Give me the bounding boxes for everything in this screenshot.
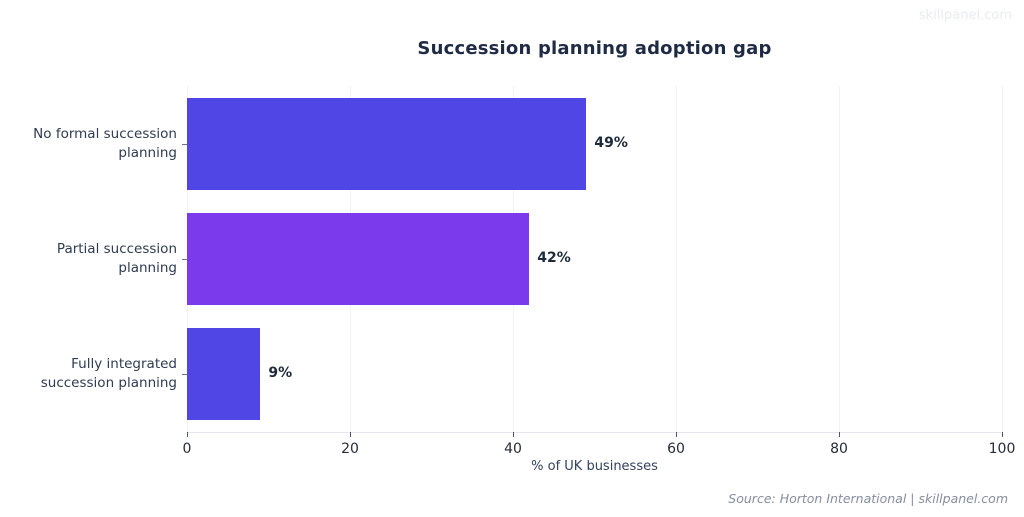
- chart-title: Succession planning adoption gap: [417, 38, 772, 59]
- x-tick-label: 60: [667, 441, 685, 457]
- bar: [187, 213, 530, 305]
- category-label: Partial succession planning: [56, 241, 177, 276]
- x-tick-mark: [1002, 432, 1003, 437]
- y-tick-mark: [182, 374, 187, 376]
- x-tick-mark: [513, 432, 514, 437]
- value-label: 9%: [268, 365, 293, 382]
- source-note: Source: Horton International | skillpane…: [728, 491, 1008, 506]
- value-label: 42%: [537, 250, 571, 266]
- gridline: [676, 86, 677, 432]
- x-tick-mark: [187, 432, 188, 437]
- x-tick-label: 0: [182, 441, 192, 457]
- value-label: 49%: [594, 134, 628, 151]
- y-tick-mark: [182, 143, 187, 145]
- x-tick-label: 20: [341, 441, 359, 457]
- gridline: [839, 86, 840, 432]
- x-tick-label: 100: [988, 441, 1016, 457]
- gridline: [1002, 86, 1003, 432]
- x-tick-mark: [350, 432, 351, 437]
- category-label: Fully integrated succession planning: [40, 356, 177, 392]
- x-tick-label: 80: [830, 441, 848, 457]
- y-tick-mark: [182, 259, 187, 260]
- x-axis-label: % of UK businesses: [531, 459, 658, 474]
- bar: [187, 328, 261, 421]
- x-tick-mark: [676, 432, 677, 437]
- bar: [187, 97, 587, 190]
- category-label: No formal succession planning: [33, 125, 177, 161]
- x-axis-line: [187, 432, 1002, 433]
- x-tick-mark: [839, 432, 840, 437]
- plot-area: [187, 86, 1003, 432]
- watermark: skillpanel.com: [918, 8, 1012, 23]
- x-tick-label: 40: [504, 441, 522, 457]
